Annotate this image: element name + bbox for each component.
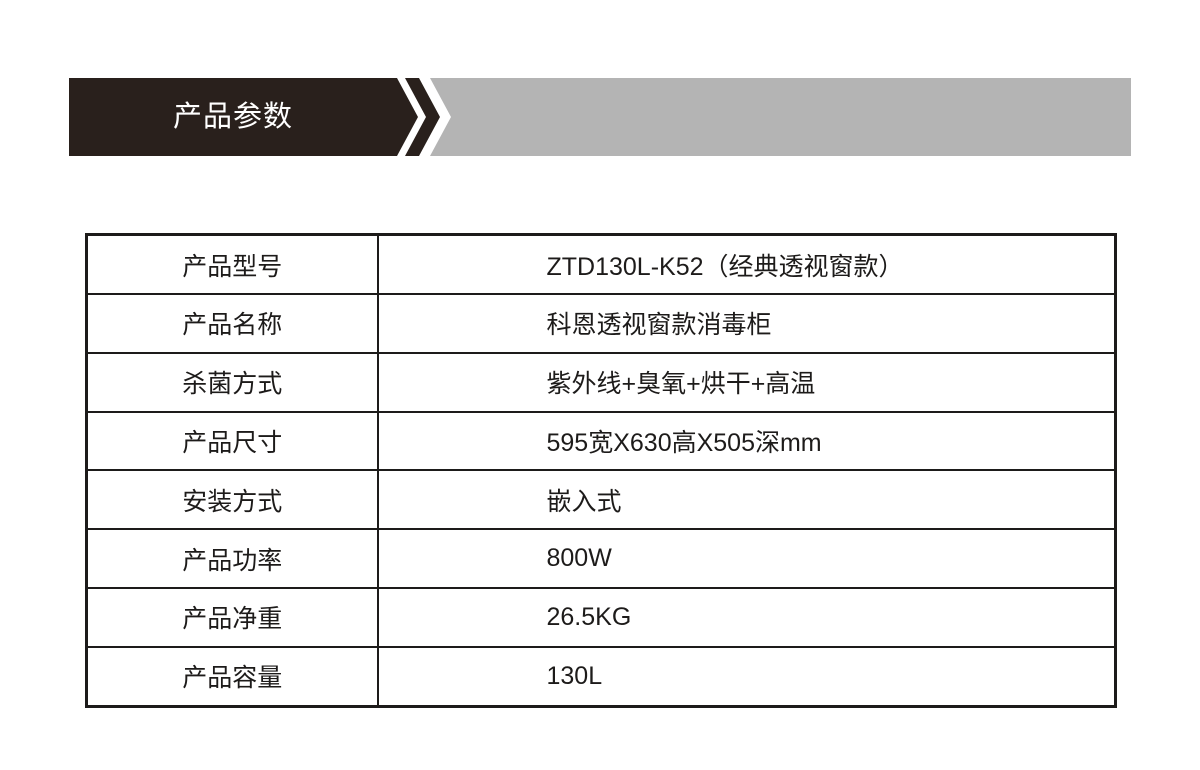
table-row: 产品净重 26.5KG bbox=[85, 587, 1117, 648]
spec-label-weight: 产品净重 bbox=[85, 587, 379, 648]
spec-value-model: ZTD130L-K52（经典透视窗款） bbox=[376, 233, 1117, 296]
section-title: 产品参数 bbox=[172, 101, 293, 133]
spec-value-dimensions: 595宽X630高X505深mm bbox=[376, 410, 1117, 472]
banner-arrow-shape bbox=[69, 78, 418, 156]
table-row: 产品尺寸 595宽X630高X505深mm bbox=[85, 410, 1117, 472]
spec-value-weight: 26.5KG bbox=[376, 587, 1117, 648]
spec-value-name: 科恩透视窗款消毒柜 bbox=[376, 293, 1117, 354]
spec-label-installation: 安装方式 bbox=[85, 469, 379, 531]
table-row: 产品容量 130L bbox=[85, 645, 1117, 708]
table-row: 产品功率 800W bbox=[85, 528, 1117, 590]
spec-label-power: 产品功率 bbox=[85, 528, 379, 590]
spec-table: 产品型号 ZTD130L-K52（经典透视窗款） 产品名称 科恩透视窗款消毒柜 … bbox=[85, 233, 1117, 708]
table-row: 产品型号 ZTD130L-K52（经典透视窗款） bbox=[85, 233, 1117, 296]
spec-value-installation: 嵌入式 bbox=[376, 469, 1117, 531]
table-row: 安装方式 嵌入式 bbox=[85, 469, 1117, 531]
section-header: 产品参数 bbox=[0, 0, 1200, 160]
spec-label-sterilization: 杀菌方式 bbox=[85, 351, 379, 413]
gray-bar bbox=[430, 78, 1131, 156]
spec-label-dimensions: 产品尺寸 bbox=[85, 410, 379, 472]
spec-label-capacity: 产品容量 bbox=[85, 645, 379, 708]
spec-value-capacity: 130L bbox=[376, 645, 1117, 708]
spec-value-power: 800W bbox=[376, 528, 1117, 590]
chevron-right-icon bbox=[405, 78, 440, 156]
spec-value-sterilization: 紫外线+臭氧+烘干+高温 bbox=[376, 351, 1117, 413]
table-row: 产品名称 科恩透视窗款消毒柜 bbox=[85, 293, 1117, 354]
spec-label-model: 产品型号 bbox=[85, 233, 379, 296]
table-row: 杀菌方式 紫外线+臭氧+烘干+高温 bbox=[85, 351, 1117, 413]
header-banner-graphic bbox=[69, 78, 1131, 156]
spec-label-name: 产品名称 bbox=[85, 293, 379, 354]
